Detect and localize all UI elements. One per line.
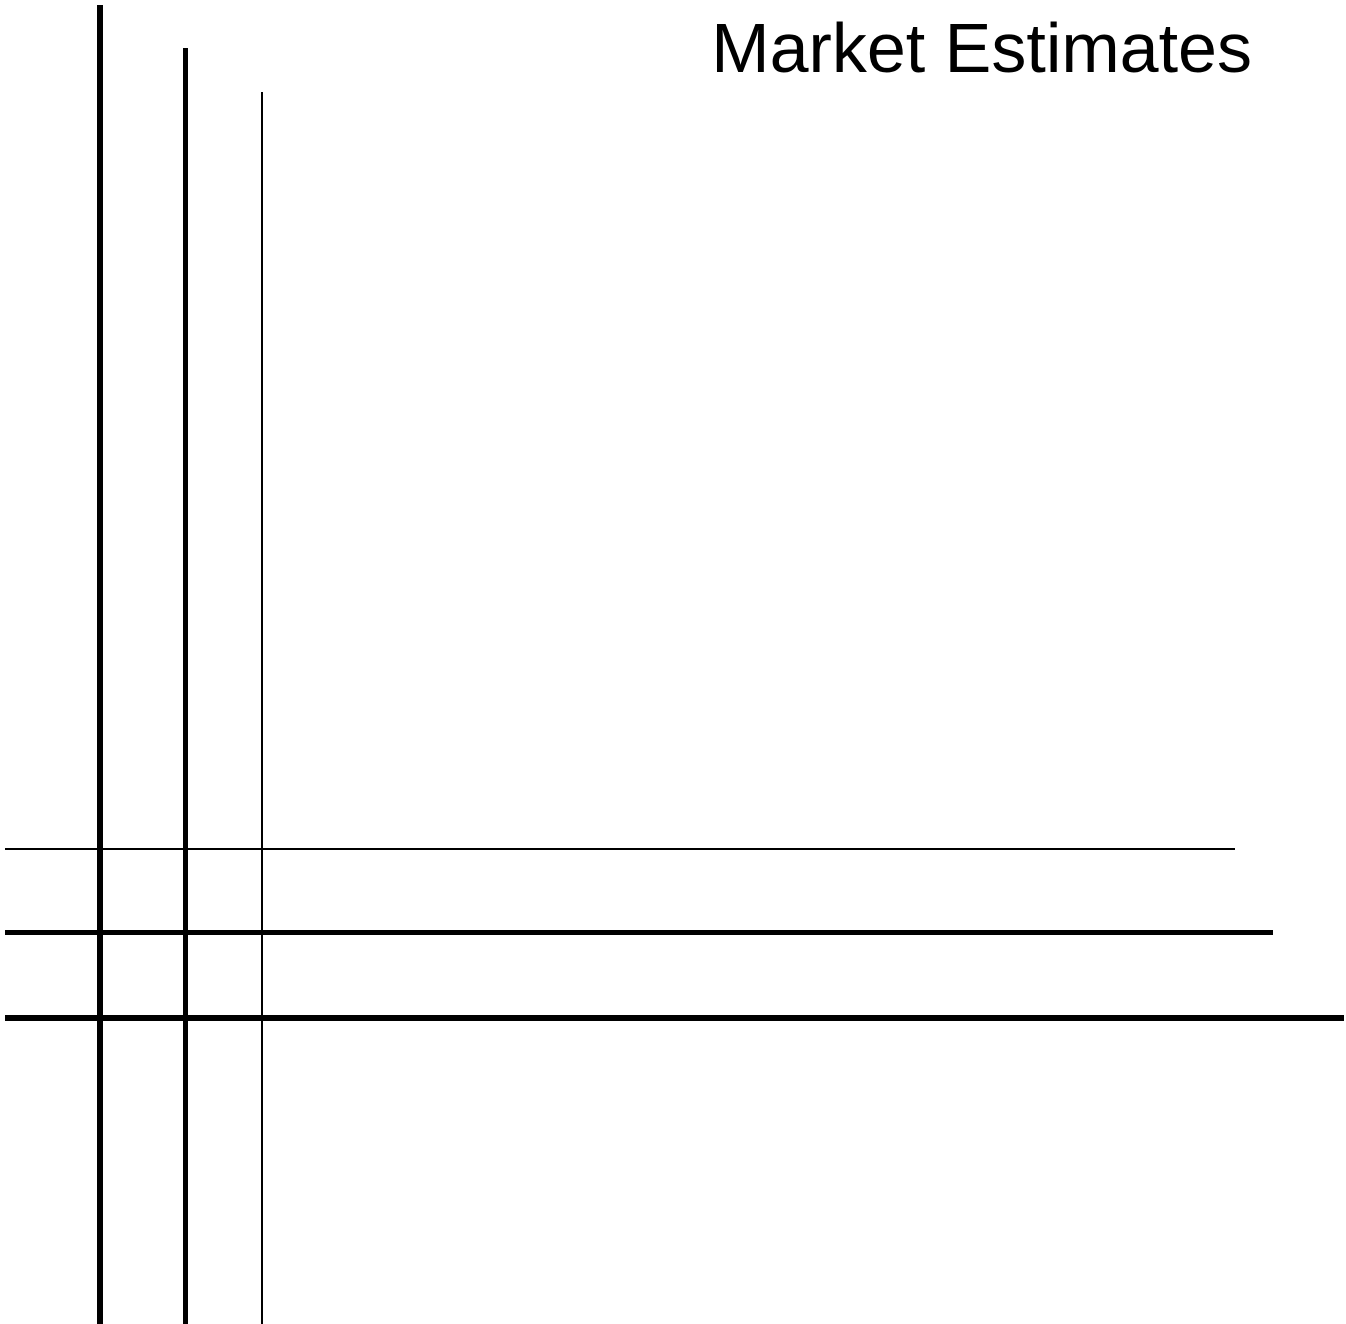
vertical-line-thick (97, 5, 103, 1324)
horizontal-line-thin (5, 848, 1235, 850)
slide-title: Market Estimates (711, 9, 1252, 87)
horizontal-line-thick (5, 1015, 1344, 1021)
horizontal-line-medium (5, 930, 1273, 935)
vertical-line-thin (261, 92, 263, 1324)
vertical-line-medium (183, 48, 188, 1324)
